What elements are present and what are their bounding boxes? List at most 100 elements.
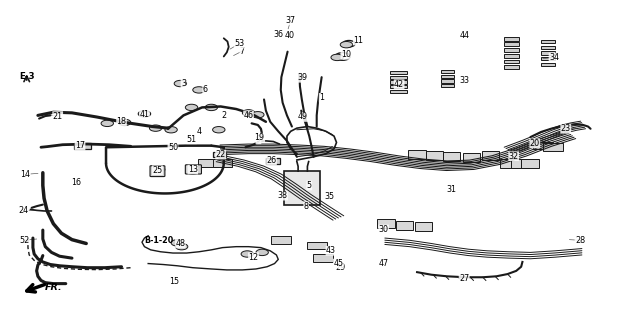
Text: 41: 41 <box>140 110 150 119</box>
Text: FR.: FR. <box>45 283 62 292</box>
Text: 38: 38 <box>278 191 288 200</box>
Text: 21: 21 <box>53 112 63 121</box>
Text: 46: 46 <box>243 111 253 120</box>
Text: 43: 43 <box>326 246 336 255</box>
Bar <box>504 48 519 52</box>
Bar <box>378 219 395 228</box>
Text: 50: 50 <box>168 143 178 152</box>
Bar <box>390 90 407 93</box>
Circle shape <box>241 251 253 257</box>
Bar <box>441 84 454 87</box>
Text: 37: 37 <box>286 16 296 25</box>
Text: 15: 15 <box>169 277 179 286</box>
Text: 24: 24 <box>19 206 29 215</box>
Text: 11: 11 <box>353 36 363 45</box>
Text: 8: 8 <box>304 202 309 211</box>
Text: 44: 44 <box>459 31 469 40</box>
Text: 25: 25 <box>152 166 163 175</box>
Bar <box>390 76 407 79</box>
FancyBboxPatch shape <box>150 166 165 177</box>
Text: 22: 22 <box>215 150 226 159</box>
Circle shape <box>252 112 264 118</box>
Text: 36: 36 <box>273 30 283 39</box>
Bar <box>396 221 414 230</box>
Circle shape <box>212 126 225 133</box>
Circle shape <box>119 119 131 125</box>
Text: 39: 39 <box>297 73 307 82</box>
Text: 20: 20 <box>530 139 540 148</box>
Bar <box>307 242 327 249</box>
Text: 52: 52 <box>19 236 29 245</box>
Bar <box>390 71 407 74</box>
FancyBboxPatch shape <box>284 171 320 204</box>
Text: 51: 51 <box>186 135 197 144</box>
Text: 12: 12 <box>248 253 258 262</box>
Text: 28: 28 <box>575 236 585 245</box>
Bar <box>504 60 519 63</box>
Circle shape <box>331 54 343 60</box>
Bar <box>409 150 426 159</box>
Text: 31: 31 <box>446 185 456 194</box>
Bar <box>504 43 519 46</box>
Bar <box>541 57 555 60</box>
Text: 3: 3 <box>181 79 186 88</box>
Bar <box>271 236 291 244</box>
Text: 13: 13 <box>188 165 197 174</box>
Text: 29: 29 <box>335 263 345 272</box>
Circle shape <box>174 80 186 87</box>
Bar <box>74 143 91 149</box>
Text: 17: 17 <box>75 141 85 150</box>
Bar <box>313 254 333 262</box>
Bar <box>212 159 232 167</box>
Bar <box>198 159 218 167</box>
Text: 45: 45 <box>333 259 343 268</box>
Text: 42: 42 <box>394 80 404 89</box>
Bar <box>441 75 454 78</box>
Circle shape <box>101 120 114 126</box>
Bar <box>504 54 519 58</box>
Bar <box>463 153 480 162</box>
Bar <box>543 143 563 151</box>
Text: 4: 4 <box>196 127 201 136</box>
Text: 40: 40 <box>285 31 295 40</box>
Text: 34: 34 <box>549 53 559 62</box>
Text: 49: 49 <box>298 113 308 122</box>
Bar <box>441 70 454 73</box>
Text: 16: 16 <box>71 178 81 187</box>
Text: 7: 7 <box>240 46 245 56</box>
Circle shape <box>171 240 183 246</box>
Bar <box>541 40 555 43</box>
Circle shape <box>175 244 188 250</box>
Text: 26: 26 <box>266 156 276 165</box>
Text: E-3: E-3 <box>19 72 35 81</box>
Text: 48: 48 <box>175 239 186 248</box>
Circle shape <box>242 110 255 116</box>
Circle shape <box>138 111 151 117</box>
Bar <box>521 159 538 168</box>
Text: 32: 32 <box>509 152 519 161</box>
Text: 35: 35 <box>324 192 334 201</box>
Circle shape <box>165 126 177 133</box>
Text: 14: 14 <box>20 170 30 179</box>
Text: 53: 53 <box>234 39 244 48</box>
Bar <box>504 65 519 69</box>
Bar <box>500 159 517 168</box>
Bar <box>390 85 407 88</box>
Text: 30: 30 <box>379 225 389 234</box>
Bar <box>390 80 407 84</box>
Bar <box>212 152 226 157</box>
Text: 10: 10 <box>341 50 351 59</box>
Bar <box>266 158 279 164</box>
Text: B-1-20: B-1-20 <box>145 236 174 245</box>
Circle shape <box>205 104 217 111</box>
Bar <box>415 222 432 231</box>
Circle shape <box>153 166 165 173</box>
Text: 19: 19 <box>255 133 265 142</box>
Text: 27: 27 <box>459 274 469 283</box>
Text: 2: 2 <box>221 111 226 120</box>
Text: 9: 9 <box>256 135 261 144</box>
FancyBboxPatch shape <box>185 165 201 174</box>
Text: 1: 1 <box>319 93 324 102</box>
Text: 47: 47 <box>379 259 389 268</box>
Bar <box>541 51 555 54</box>
